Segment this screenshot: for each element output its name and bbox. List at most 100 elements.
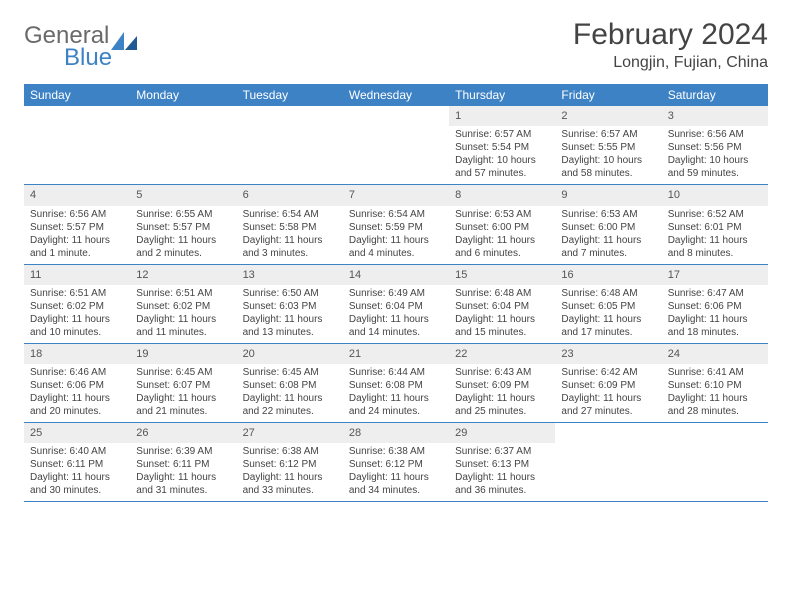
weekday-header: Tuesday bbox=[237, 84, 343, 106]
sunset-text: Sunset: 6:10 PM bbox=[668, 379, 762, 392]
calendar-cell bbox=[237, 106, 343, 184]
calendar-cell bbox=[343, 106, 449, 184]
sunset-text: Sunset: 5:56 PM bbox=[668, 141, 762, 154]
calendar-cell: 19Sunrise: 6:45 AMSunset: 6:07 PMDayligh… bbox=[130, 344, 236, 422]
day-number: 1 bbox=[449, 106, 555, 126]
day-details: Sunrise: 6:38 AMSunset: 6:12 PMDaylight:… bbox=[237, 443, 343, 501]
sunset-text: Sunset: 6:11 PM bbox=[136, 458, 230, 471]
sunrise-text: Sunrise: 6:51 AM bbox=[136, 287, 230, 300]
sunrise-text: Sunrise: 6:49 AM bbox=[349, 287, 443, 300]
day-number: 26 bbox=[130, 423, 236, 443]
daylight-text: Daylight: 11 hours and 20 minutes. bbox=[30, 392, 124, 418]
sunrise-text: Sunrise: 6:55 AM bbox=[136, 208, 230, 221]
calendar-week: 11Sunrise: 6:51 AMSunset: 6:02 PMDayligh… bbox=[24, 265, 768, 344]
day-details: Sunrise: 6:54 AMSunset: 5:59 PMDaylight:… bbox=[343, 206, 449, 264]
day-details: Sunrise: 6:37 AMSunset: 6:13 PMDaylight:… bbox=[449, 443, 555, 501]
day-number: 13 bbox=[237, 265, 343, 285]
day-details: Sunrise: 6:53 AMSunset: 6:00 PMDaylight:… bbox=[555, 206, 661, 264]
calendar-cell: 9Sunrise: 6:53 AMSunset: 6:00 PMDaylight… bbox=[555, 185, 661, 263]
day-details: Sunrise: 6:54 AMSunset: 5:58 PMDaylight:… bbox=[237, 206, 343, 264]
location: Longjin, Fujian, China bbox=[573, 54, 768, 72]
day-number: 28 bbox=[343, 423, 449, 443]
sunrise-text: Sunrise: 6:54 AM bbox=[243, 208, 337, 221]
sunrise-text: Sunrise: 6:47 AM bbox=[668, 287, 762, 300]
calendar-cell: 24Sunrise: 6:41 AMSunset: 6:10 PMDayligh… bbox=[662, 344, 768, 422]
logo: General Blue bbox=[24, 22, 137, 72]
weekday-header: Saturday bbox=[662, 84, 768, 106]
day-number: 3 bbox=[662, 106, 768, 126]
day-number: 5 bbox=[130, 185, 236, 205]
day-details: Sunrise: 6:46 AMSunset: 6:06 PMDaylight:… bbox=[24, 364, 130, 422]
day-number: 21 bbox=[343, 344, 449, 364]
day-details: Sunrise: 6:38 AMSunset: 6:12 PMDaylight:… bbox=[343, 443, 449, 501]
calendar-cell: 16Sunrise: 6:48 AMSunset: 6:05 PMDayligh… bbox=[555, 265, 661, 343]
day-details: Sunrise: 6:47 AMSunset: 6:06 PMDaylight:… bbox=[662, 285, 768, 343]
calendar: Sunday Monday Tuesday Wednesday Thursday… bbox=[24, 84, 768, 502]
sunset-text: Sunset: 6:09 PM bbox=[455, 379, 549, 392]
calendar-cell bbox=[555, 423, 661, 501]
day-details: Sunrise: 6:57 AMSunset: 5:55 PMDaylight:… bbox=[555, 126, 661, 184]
sunrise-text: Sunrise: 6:48 AM bbox=[561, 287, 655, 300]
sunrise-text: Sunrise: 6:50 AM bbox=[243, 287, 337, 300]
daylight-text: Daylight: 11 hours and 36 minutes. bbox=[455, 471, 549, 497]
day-number: 8 bbox=[449, 185, 555, 205]
sunset-text: Sunset: 6:09 PM bbox=[561, 379, 655, 392]
daylight-text: Daylight: 11 hours and 11 minutes. bbox=[136, 313, 230, 339]
sunset-text: Sunset: 6:06 PM bbox=[668, 300, 762, 313]
sunset-text: Sunset: 6:12 PM bbox=[243, 458, 337, 471]
daylight-text: Daylight: 11 hours and 18 minutes. bbox=[668, 313, 762, 339]
logo-word-blue: Blue bbox=[64, 44, 112, 72]
day-number: 17 bbox=[662, 265, 768, 285]
calendar-cell: 29Sunrise: 6:37 AMSunset: 6:13 PMDayligh… bbox=[449, 423, 555, 501]
sunset-text: Sunset: 6:13 PM bbox=[455, 458, 549, 471]
calendar-cell: 28Sunrise: 6:38 AMSunset: 6:12 PMDayligh… bbox=[343, 423, 449, 501]
daylight-text: Daylight: 11 hours and 7 minutes. bbox=[561, 234, 655, 260]
day-details: Sunrise: 6:39 AMSunset: 6:11 PMDaylight:… bbox=[130, 443, 236, 501]
daylight-text: Daylight: 11 hours and 6 minutes. bbox=[455, 234, 549, 260]
sunrise-text: Sunrise: 6:43 AM bbox=[455, 366, 549, 379]
daylight-text: Daylight: 11 hours and 17 minutes. bbox=[561, 313, 655, 339]
sunset-text: Sunset: 6:04 PM bbox=[455, 300, 549, 313]
sunrise-text: Sunrise: 6:40 AM bbox=[30, 445, 124, 458]
sunset-text: Sunset: 6:11 PM bbox=[30, 458, 124, 471]
day-number: 24 bbox=[662, 344, 768, 364]
day-number: 11 bbox=[24, 265, 130, 285]
daylight-text: Daylight: 11 hours and 30 minutes. bbox=[30, 471, 124, 497]
day-details: Sunrise: 6:44 AMSunset: 6:08 PMDaylight:… bbox=[343, 364, 449, 422]
day-number-empty bbox=[555, 423, 661, 443]
day-number: 9 bbox=[555, 185, 661, 205]
daylight-text: Daylight: 11 hours and 28 minutes. bbox=[668, 392, 762, 418]
weekday-header: Wednesday bbox=[343, 84, 449, 106]
day-number: 4 bbox=[24, 185, 130, 205]
daylight-text: Daylight: 10 hours and 57 minutes. bbox=[455, 154, 549, 180]
day-number: 2 bbox=[555, 106, 661, 126]
calendar-week: 18Sunrise: 6:46 AMSunset: 6:06 PMDayligh… bbox=[24, 344, 768, 423]
day-number: 22 bbox=[449, 344, 555, 364]
daylight-text: Daylight: 11 hours and 15 minutes. bbox=[455, 313, 549, 339]
daylight-text: Daylight: 11 hours and 3 minutes. bbox=[243, 234, 337, 260]
calendar-cell: 17Sunrise: 6:47 AMSunset: 6:06 PMDayligh… bbox=[662, 265, 768, 343]
sunset-text: Sunset: 6:05 PM bbox=[561, 300, 655, 313]
calendar-cell: 7Sunrise: 6:54 AMSunset: 5:59 PMDaylight… bbox=[343, 185, 449, 263]
day-number: 29 bbox=[449, 423, 555, 443]
day-number: 14 bbox=[343, 265, 449, 285]
weekday-header-row: Sunday Monday Tuesday Wednesday Thursday… bbox=[24, 84, 768, 106]
day-number: 27 bbox=[237, 423, 343, 443]
calendar-cell: 15Sunrise: 6:48 AMSunset: 6:04 PMDayligh… bbox=[449, 265, 555, 343]
day-details: Sunrise: 6:48 AMSunset: 6:05 PMDaylight:… bbox=[555, 285, 661, 343]
sunset-text: Sunset: 6:00 PM bbox=[455, 221, 549, 234]
calendar-week: 4Sunrise: 6:56 AMSunset: 5:57 PMDaylight… bbox=[24, 185, 768, 264]
day-number-empty bbox=[662, 423, 768, 443]
calendar-cell: 12Sunrise: 6:51 AMSunset: 6:02 PMDayligh… bbox=[130, 265, 236, 343]
calendar-cell: 2Sunrise: 6:57 AMSunset: 5:55 PMDaylight… bbox=[555, 106, 661, 184]
calendar-cell: 11Sunrise: 6:51 AMSunset: 6:02 PMDayligh… bbox=[24, 265, 130, 343]
calendar-cell: 4Sunrise: 6:56 AMSunset: 5:57 PMDaylight… bbox=[24, 185, 130, 263]
sunset-text: Sunset: 6:03 PM bbox=[243, 300, 337, 313]
sunrise-text: Sunrise: 6:44 AM bbox=[349, 366, 443, 379]
daylight-text: Daylight: 10 hours and 59 minutes. bbox=[668, 154, 762, 180]
calendar-cell: 5Sunrise: 6:55 AMSunset: 5:57 PMDaylight… bbox=[130, 185, 236, 263]
sunset-text: Sunset: 5:55 PM bbox=[561, 141, 655, 154]
day-details: Sunrise: 6:49 AMSunset: 6:04 PMDaylight:… bbox=[343, 285, 449, 343]
day-details: Sunrise: 6:45 AMSunset: 6:07 PMDaylight:… bbox=[130, 364, 236, 422]
weekday-header: Friday bbox=[555, 84, 661, 106]
